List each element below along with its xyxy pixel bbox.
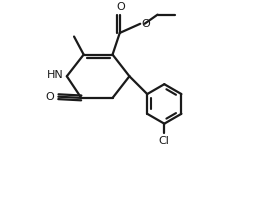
Text: O: O (116, 2, 125, 12)
Text: O: O (141, 19, 150, 29)
Text: Cl: Cl (159, 136, 170, 146)
Text: O: O (45, 92, 54, 102)
Text: HN: HN (46, 70, 63, 80)
